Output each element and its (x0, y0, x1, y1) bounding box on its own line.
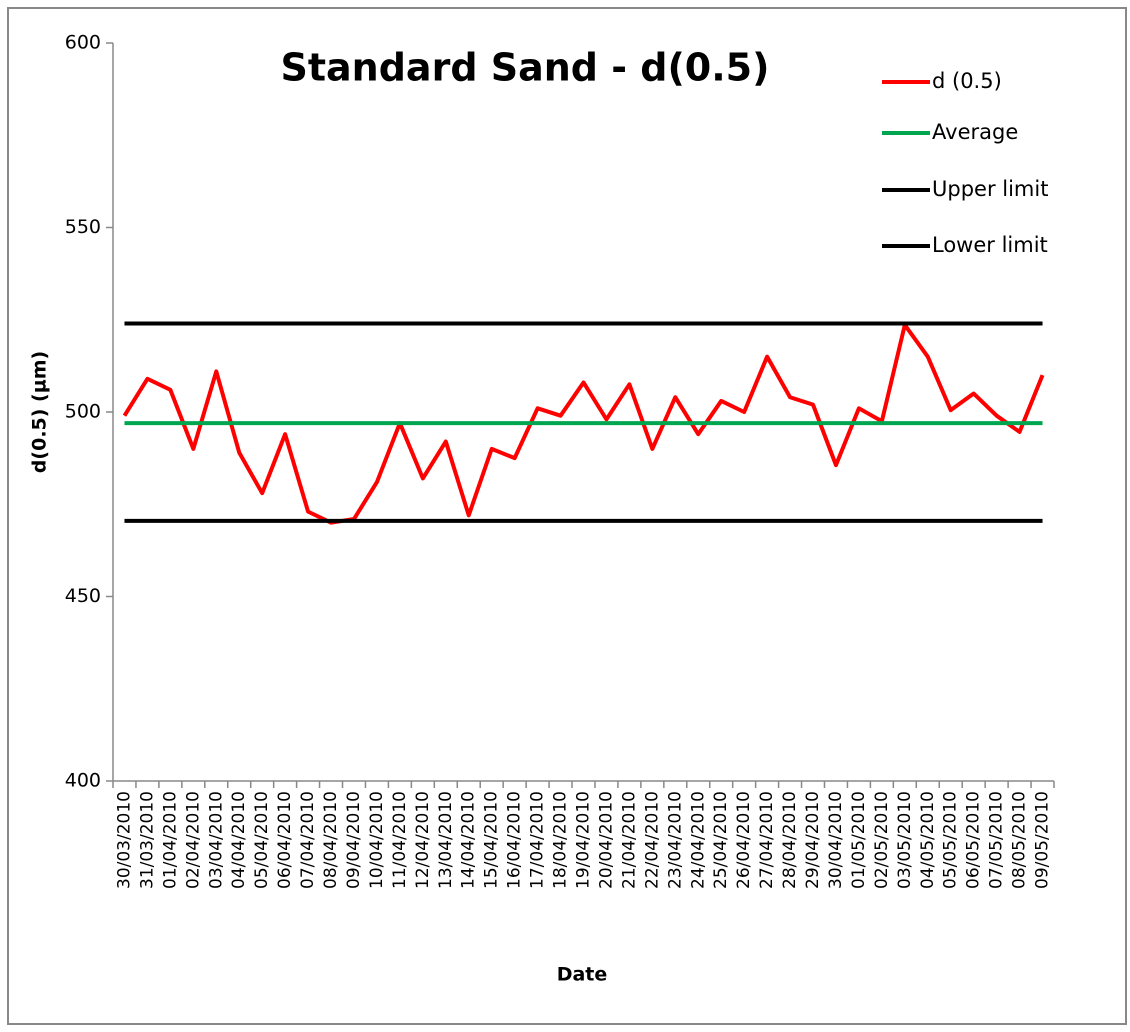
x-tick-label: 10/04/2010 (367, 791, 387, 889)
x-tick-label: 29/04/2010 (803, 791, 823, 889)
x-tick-label: 01/04/2010 (160, 791, 180, 889)
x-tick-label: 05/05/2010 (941, 791, 961, 889)
chart-frame (7, 7, 1127, 1025)
series-line (122, 322, 1045, 525)
x-tick-label: 08/05/2010 (1010, 791, 1030, 889)
x-tick-label: 06/04/2010 (275, 791, 295, 889)
x-tick-label: 04/05/2010 (918, 791, 938, 889)
x-tick-label: 03/05/2010 (895, 791, 915, 889)
chart-title: Standard Sand - d(0.5) (281, 46, 770, 90)
x-tick-label: 31/03/2010 (137, 791, 157, 889)
y-tick-label: 450 (65, 585, 101, 607)
legend-label: Lower limit (932, 233, 1048, 257)
x-tick-label: 21/04/2010 (619, 791, 639, 889)
x-tick-label: 30/04/2010 (826, 791, 846, 889)
x-tick-label: 06/05/2010 (964, 791, 984, 889)
x-tick-label: 25/04/2010 (711, 791, 731, 889)
x-tick-label: 07/05/2010 (987, 791, 1007, 889)
x-tick-label: 12/04/2010 (413, 791, 433, 889)
x-tick-label: 19/04/2010 (574, 791, 594, 889)
y-tick-label: 600 (65, 32, 101, 54)
y-tick-label: 400 (65, 770, 101, 792)
x-tick-label: 26/04/2010 (734, 791, 754, 889)
x-tick-label: 24/04/2010 (688, 791, 708, 889)
legend-label: d (0.5) (932, 69, 1002, 93)
x-tick-label: 23/04/2010 (665, 791, 685, 889)
y-tick-label: 550 (65, 216, 101, 238)
y-tick-label: 500 (65, 401, 101, 423)
x-tick-label: 28/04/2010 (780, 791, 800, 889)
x-tick-label: 20/04/2010 (596, 791, 616, 889)
x-tick-label: 18/04/2010 (551, 791, 571, 889)
x-tick-label: 09/04/2010 (344, 791, 364, 889)
x-tick-label: 04/04/2010 (229, 791, 249, 889)
legend-label: Average (932, 120, 1018, 144)
x-tick-label: 05/04/2010 (252, 791, 272, 889)
x-tick-label: 01/05/2010 (849, 791, 869, 889)
x-tick-label: 09/05/2010 (1033, 791, 1053, 889)
x-axis-title: Date (557, 964, 608, 986)
x-tick-label: 22/04/2010 (642, 791, 662, 889)
x-tick-label: 02/04/2010 (183, 791, 203, 889)
x-tick-label: 08/04/2010 (321, 791, 341, 889)
x-tick-label: 17/04/2010 (528, 791, 548, 889)
x-tick-label: 27/04/2010 (757, 791, 777, 889)
legend-label: Upper limit (932, 177, 1048, 201)
x-tick-label: 03/04/2010 (206, 791, 226, 889)
x-tick-label: 15/04/2010 (482, 791, 502, 889)
y-axis-title: d(0.5) (µm) (29, 351, 51, 473)
x-tick-label: 02/05/2010 (872, 791, 892, 889)
x-tick-label: 07/04/2010 (298, 791, 318, 889)
x-tick-label: 14/04/2010 (459, 791, 479, 889)
x-tick-label: 11/04/2010 (390, 791, 410, 889)
x-tick-label: 16/04/2010 (505, 791, 525, 889)
x-tick-label: 30/03/2010 (114, 791, 134, 889)
x-tick-label: 13/04/2010 (436, 791, 456, 889)
